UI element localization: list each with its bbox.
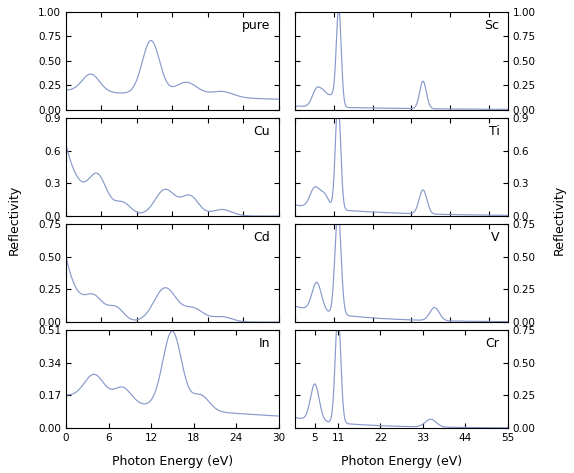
Text: pure: pure — [242, 19, 270, 32]
Text: Reflectivity: Reflectivity — [8, 185, 21, 255]
Text: Photon Energy (eV): Photon Energy (eV) — [341, 455, 463, 468]
Text: In: In — [258, 337, 270, 350]
Text: Photon Energy (eV): Photon Energy (eV) — [111, 455, 233, 468]
Text: Ti: Ti — [488, 125, 499, 138]
Text: Reflectivity: Reflectivity — [553, 185, 566, 255]
Text: Sc: Sc — [484, 19, 499, 32]
Text: Cu: Cu — [253, 125, 270, 138]
Text: Cd: Cd — [253, 231, 270, 244]
Text: V: V — [491, 231, 499, 244]
Text: Cr: Cr — [486, 337, 499, 350]
